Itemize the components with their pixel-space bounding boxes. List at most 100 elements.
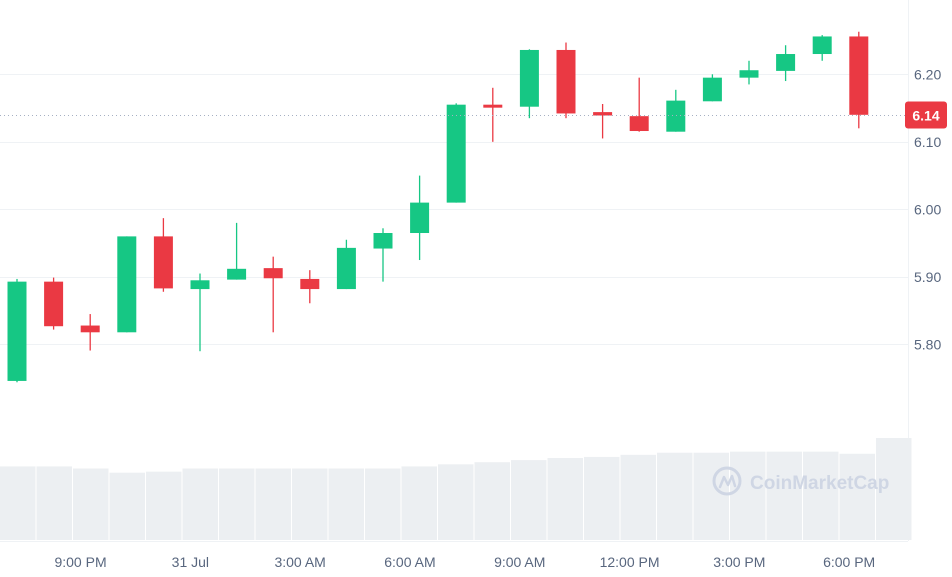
volume-bar xyxy=(365,468,401,540)
candle xyxy=(153,218,173,292)
x-tick-label: 9:00 AM xyxy=(494,554,545,570)
candle xyxy=(702,74,722,102)
candle xyxy=(556,42,576,119)
volume-bar xyxy=(255,468,291,540)
current-price-badge-bg xyxy=(905,101,947,129)
candle xyxy=(519,49,539,119)
volume-bar xyxy=(401,466,437,540)
y-tick-label: 5.90 xyxy=(914,269,941,285)
current-price-badge: 6.14 xyxy=(905,101,947,129)
candle-body xyxy=(190,280,210,290)
grid-lines xyxy=(0,0,909,542)
volume-bar xyxy=(219,468,255,540)
candle-body xyxy=(80,325,100,333)
x-tick-label: 6:00 PM xyxy=(823,554,875,570)
candle-body xyxy=(556,49,576,114)
volume-bar xyxy=(547,457,583,540)
volume-bar xyxy=(766,451,802,540)
candle xyxy=(483,87,503,142)
candle-body xyxy=(666,100,686,132)
candle xyxy=(263,256,283,333)
volume-bar xyxy=(438,464,474,540)
candle-body xyxy=(519,49,539,107)
y-axis: 5.80 5.90 6.00 6.10 6.20 xyxy=(914,66,941,352)
candle-body xyxy=(849,36,869,115)
candle-body xyxy=(629,116,649,132)
candle-body xyxy=(812,36,832,55)
volume-bar xyxy=(620,454,656,540)
candle-body xyxy=(117,236,137,333)
volume-bar xyxy=(292,468,328,540)
candle-body xyxy=(263,268,283,279)
candle xyxy=(227,222,247,280)
y-tick-label: 5.80 xyxy=(914,336,941,352)
volume-bar xyxy=(803,451,839,540)
volume-bar xyxy=(693,452,729,540)
volume-bar xyxy=(876,438,912,540)
candle-body xyxy=(336,247,356,290)
x-tick-label: 12:00 PM xyxy=(600,554,660,570)
candle-body xyxy=(776,54,796,71)
y-tick-label: 6.00 xyxy=(914,201,941,217)
x-axis: 9:00 PM 31 Jul 3:00 AM 6:00 AM 9:00 AM 12:00 … xyxy=(54,554,875,570)
volume-bar xyxy=(73,468,109,540)
x-tick-label: 3:00 AM xyxy=(274,554,325,570)
candle xyxy=(739,60,759,85)
candle-body xyxy=(702,77,722,102)
volume-bar xyxy=(730,451,766,540)
x-tick-label: 6:00 AM xyxy=(384,554,435,570)
candle-body xyxy=(373,233,393,249)
candle xyxy=(593,104,613,139)
volume-bar xyxy=(328,468,364,540)
logo-wave xyxy=(718,474,737,489)
x-tick-label: 3:00 PM xyxy=(713,554,765,570)
candle-body xyxy=(153,236,173,289)
candle-body xyxy=(227,268,247,280)
candle xyxy=(80,314,100,351)
candle-body xyxy=(593,112,613,116)
volume-bar xyxy=(182,468,218,540)
candle xyxy=(190,273,210,352)
candle xyxy=(410,175,430,261)
volume-bar xyxy=(511,460,547,540)
volume-bar xyxy=(146,471,182,540)
volume-bar xyxy=(0,466,36,540)
candle xyxy=(812,35,832,61)
y-tick-label: 6.10 xyxy=(914,134,941,150)
candle xyxy=(849,31,869,129)
candle-body xyxy=(739,70,759,78)
current-price-label: 6.14 xyxy=(912,108,939,124)
watermark: CoinMarketCap xyxy=(712,466,889,496)
candles xyxy=(7,31,869,383)
candle xyxy=(666,89,686,132)
candle xyxy=(117,236,137,333)
candle-body xyxy=(483,104,503,108)
y-tick-label: 6.20 xyxy=(914,66,941,82)
candle-body xyxy=(7,281,27,381)
coinmarketcap-logo-icon xyxy=(712,466,742,496)
candle-body xyxy=(300,278,320,290)
candle xyxy=(336,239,356,290)
x-tick-label: 31 Jul xyxy=(172,554,209,570)
candle-body xyxy=(446,104,466,203)
volume-bar xyxy=(36,466,72,540)
candle xyxy=(629,77,649,132)
candle-body xyxy=(44,281,64,327)
watermark-brand-text: CoinMarketCap xyxy=(750,473,889,494)
candle xyxy=(446,103,466,203)
candle xyxy=(373,228,393,282)
candle xyxy=(7,278,27,383)
volume-bar xyxy=(657,452,693,540)
volume-bar xyxy=(584,456,620,540)
candle xyxy=(44,277,64,330)
candle xyxy=(300,270,320,304)
candle-body xyxy=(410,202,430,234)
candle xyxy=(776,45,796,82)
logo-ring xyxy=(712,466,742,496)
volume-bar xyxy=(109,472,145,540)
x-tick-label: 9:00 PM xyxy=(54,554,106,570)
volume-bar xyxy=(474,462,510,540)
volume-bar xyxy=(839,453,875,540)
